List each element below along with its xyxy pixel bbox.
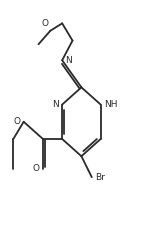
Text: O: O <box>14 117 21 126</box>
Text: NH: NH <box>104 100 118 109</box>
Text: N: N <box>52 100 58 109</box>
Text: O: O <box>32 164 39 173</box>
Text: Br: Br <box>95 173 105 182</box>
Text: N: N <box>65 56 72 65</box>
Text: O: O <box>42 19 49 28</box>
